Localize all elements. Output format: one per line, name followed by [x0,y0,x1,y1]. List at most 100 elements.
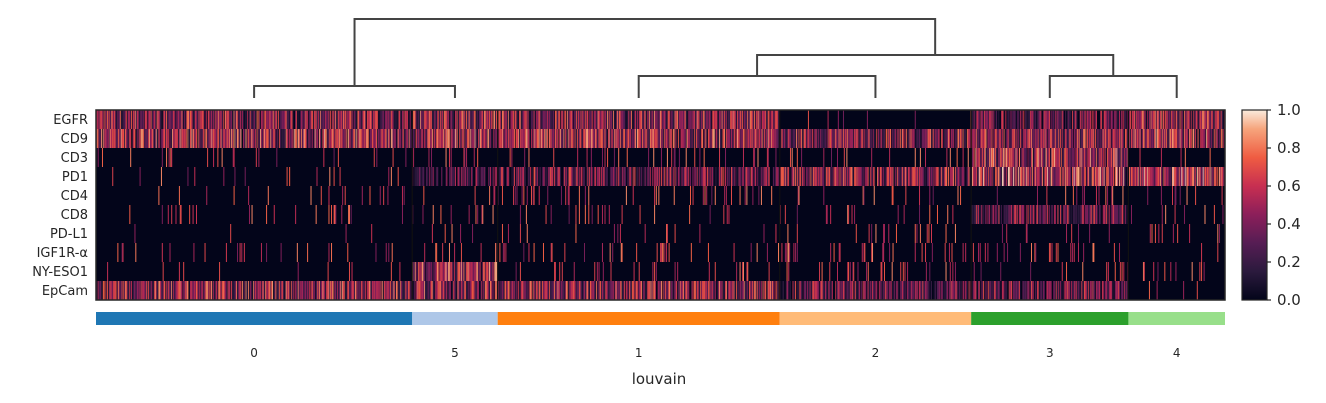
heatmap-cell [228,110,230,129]
heatmap-cell [889,281,891,300]
heatmap-cell [954,167,956,186]
heatmap-cell [326,281,328,300]
heatmap-cell [248,281,250,300]
heatmap-cell [989,148,991,167]
heatmap-cell [1029,129,1031,148]
heatmap-cell [332,281,334,300]
heatmap-cell [645,110,647,129]
heatmap-cell [733,281,735,300]
heatmap-cell [653,110,655,129]
heatmap-cell [1048,205,1050,224]
heatmap-cell [1064,281,1066,300]
heatmap-cell [1009,148,1011,167]
heatmap-cell [593,167,595,186]
heatmap-cell [1025,148,1027,167]
heatmap-cell [554,262,556,281]
heatmap-cell [1067,167,1069,186]
heatmap-cell [676,167,678,186]
heatmap-cell [1105,186,1107,205]
heatmap-cell [1123,281,1125,300]
heatmap-cell [162,129,164,148]
heatmap-cell [460,243,462,262]
heatmap-cell [1031,148,1033,167]
heatmap-cell [648,148,650,167]
heatmap-cell [158,186,160,205]
heatmap-cell [488,262,490,281]
heatmap-cell [572,167,574,186]
heatmap-cell [1083,129,1085,148]
heatmap-cell [554,281,556,300]
heatmap-cell [1098,167,1100,186]
heatmap-cell [585,167,587,186]
heatmap-cell [778,129,780,148]
heatmap-cell [338,281,340,300]
heatmap-cell [802,167,804,186]
heatmap-cell [654,129,656,148]
heatmap-cell [1063,148,1065,167]
heatmap-cell [321,110,323,129]
heatmap-cell [709,281,711,300]
heatmap-cell [449,167,451,186]
heatmap-cell [282,281,284,300]
heatmap-cell [963,281,965,300]
heatmap-cell [838,129,840,148]
heatmap-cell [467,129,469,148]
heatmap-cell [1039,148,1041,167]
heatmap-cell [742,110,744,129]
heatmap-cell [206,129,208,148]
heatmap-cell [689,110,691,129]
heatmap-cell [1105,110,1107,129]
heatmap-cell [575,110,577,129]
heatmap-cell [435,262,437,281]
heatmap-cell [236,110,238,129]
heatmap-cell [376,110,378,129]
heatmap-cell [763,110,765,129]
heatmap-cell [771,186,773,205]
heatmap-cell [603,110,605,129]
heatmap-cell [322,110,324,129]
heatmap-cell [337,110,339,129]
heatmap-cell [1028,281,1030,300]
heatmap-cell [831,148,832,167]
heatmap-cell [1069,129,1071,148]
heatmap-cell [804,129,806,148]
heatmap-cell [648,281,650,300]
heatmap-cell [978,148,979,167]
heatmap-cell [493,167,495,186]
heatmap-cell [1007,148,1009,167]
heatmap-cell [532,281,534,300]
heatmap-cell [437,262,439,281]
heatmap-cell [851,129,853,148]
heatmap-cell [438,110,440,129]
heatmap-cell [989,205,991,224]
heatmap-cell [749,129,751,148]
heatmap-cell [423,262,425,281]
heatmap-cell [463,148,465,167]
heatmap-cell [844,167,846,186]
heatmap-cell [562,281,564,300]
heatmap-cell [698,167,700,186]
heatmap-cell [516,281,518,300]
heatmap-cell [103,129,105,148]
heatmap-cell [675,167,677,186]
heatmap-cell [529,129,531,148]
heatmap-cell [707,110,709,129]
heatmap-cell [712,167,714,186]
heatmap-cell [1075,129,1077,148]
heatmap-cell [1090,281,1092,300]
heatmap-cell [638,110,640,129]
heatmap-cell [456,129,458,148]
heatmap-cell [701,281,703,300]
heatmap-cell [741,281,743,300]
heatmap-cell [160,110,162,129]
heatmap-cell [651,167,653,186]
heatmap-cell [125,110,127,129]
dendrogram-branch [756,54,1115,76]
heatmap-cell [531,186,533,205]
heatmap-cell [541,281,543,300]
heatmap-cell [628,281,630,300]
heatmap-cell [375,281,377,300]
heatmap-cell [481,205,483,224]
heatmap-cell [1191,110,1193,129]
heatmap-cell [582,129,584,148]
